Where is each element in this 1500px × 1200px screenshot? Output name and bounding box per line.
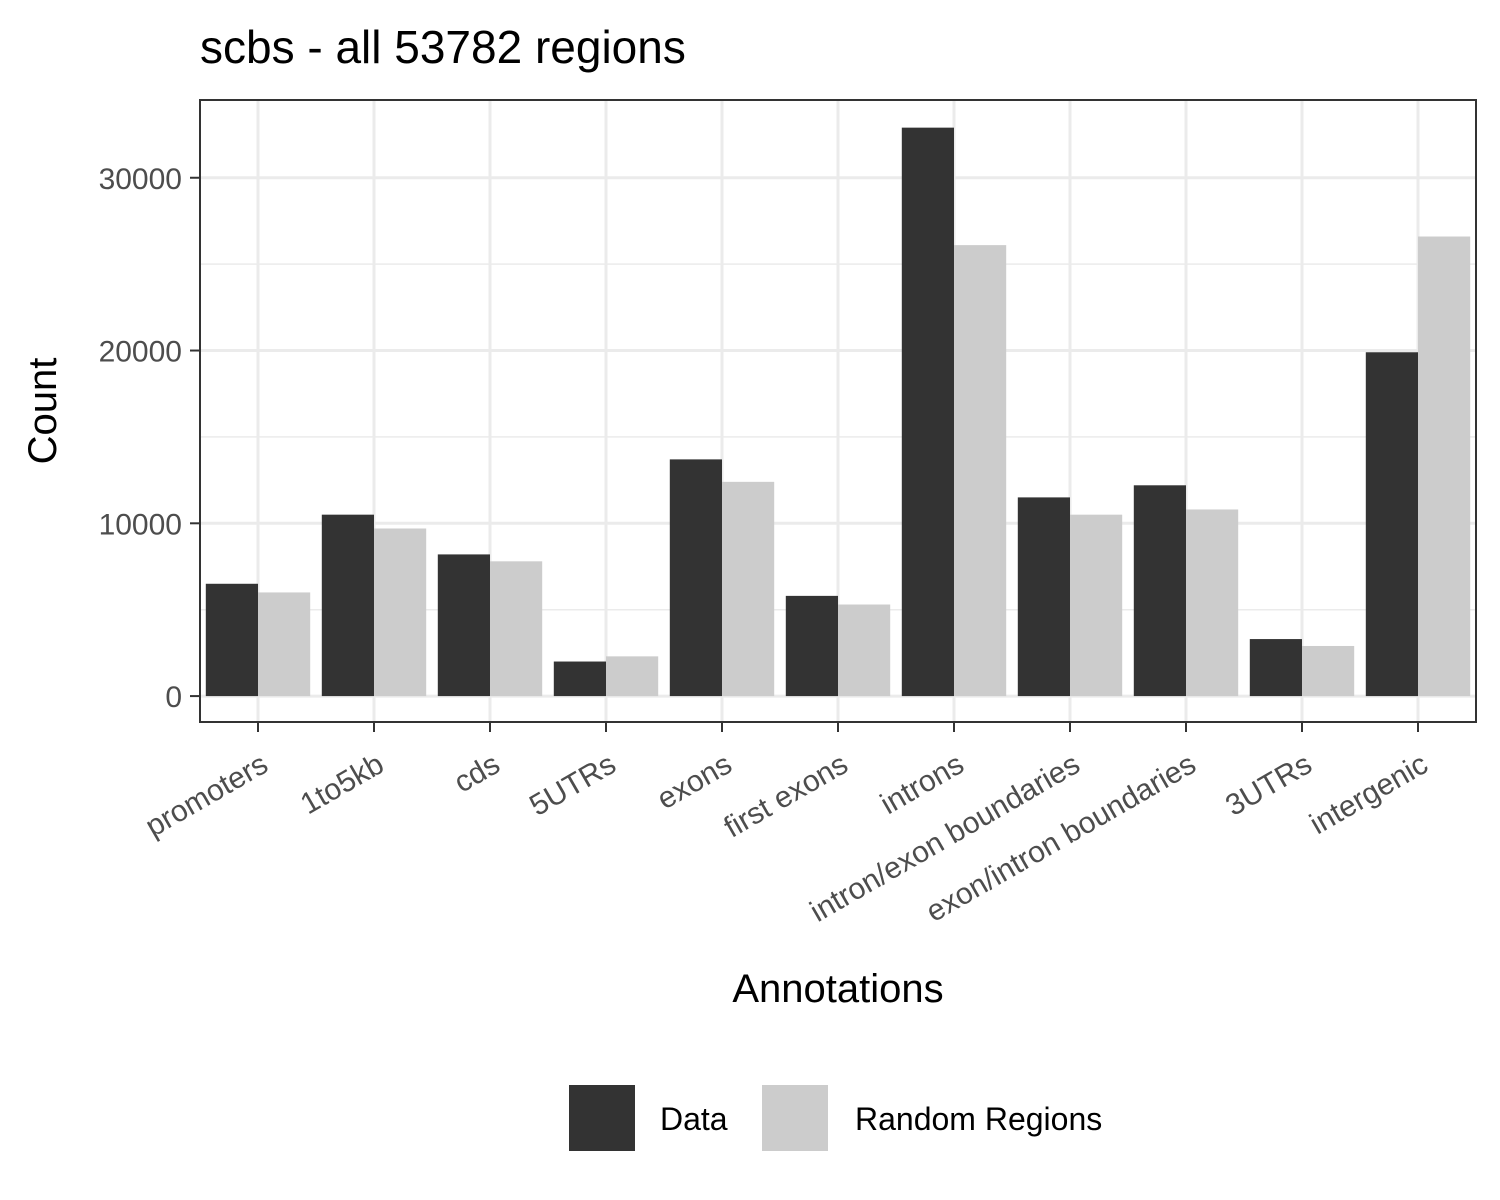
y-tick-label: 10000 [99,508,182,541]
x-tick-label: intergenic [1304,747,1433,841]
y-tick-label: 30000 [99,163,182,196]
x-tick-label: 3UTRs [1220,747,1317,822]
bars [205,127,1471,697]
bar-random-regions [490,561,543,697]
x-tick-label: 1to5kb [295,747,390,821]
legend: Data Random Regions [569,1085,1102,1151]
x-tick-label: first exons [719,747,854,844]
bar-random-regions [1302,645,1355,697]
bar-data [1249,639,1302,697]
chart-title: scbs - all 53782 regions [200,21,686,73]
y-axis-title: Count [21,358,65,465]
bar-data [437,554,490,697]
bar-random-regions [838,604,891,697]
bar-data [669,459,722,697]
bar-random-regions [374,528,427,697]
bar-random-regions [722,481,775,697]
bar-data [321,514,374,697]
bar-data [205,583,258,697]
y-tick-label: 20000 [99,336,182,369]
legend-label: Data [660,1101,728,1137]
bar-data [1017,497,1070,697]
x-axis-title: Annotations [732,967,943,1011]
bar-random-regions [954,245,1007,697]
bar-data [1365,352,1418,697]
legend-key-random-regions [762,1085,828,1151]
bar-data [901,127,954,697]
x-tick-label: introns [875,747,969,821]
legend-key-data [569,1085,635,1151]
bar-random-regions [1418,236,1471,697]
y-tick-label: 0 [165,681,182,714]
x-tick-label: exons [652,747,738,816]
legend-label: Random Regions [855,1101,1102,1137]
y-axis: 0 10000 20000 30000 [99,163,200,714]
bar-random-regions [1186,509,1239,697]
x-tick-label: cds [449,747,506,799]
bar-data [785,595,838,697]
bar-random-regions [606,656,659,697]
x-tick-label: 5UTRs [524,747,621,822]
bar-random-regions [1070,514,1123,697]
bar-data [553,661,606,697]
bar-data [1133,485,1186,697]
bar-random-regions [258,592,311,697]
x-tick-label: promoters [140,747,273,843]
